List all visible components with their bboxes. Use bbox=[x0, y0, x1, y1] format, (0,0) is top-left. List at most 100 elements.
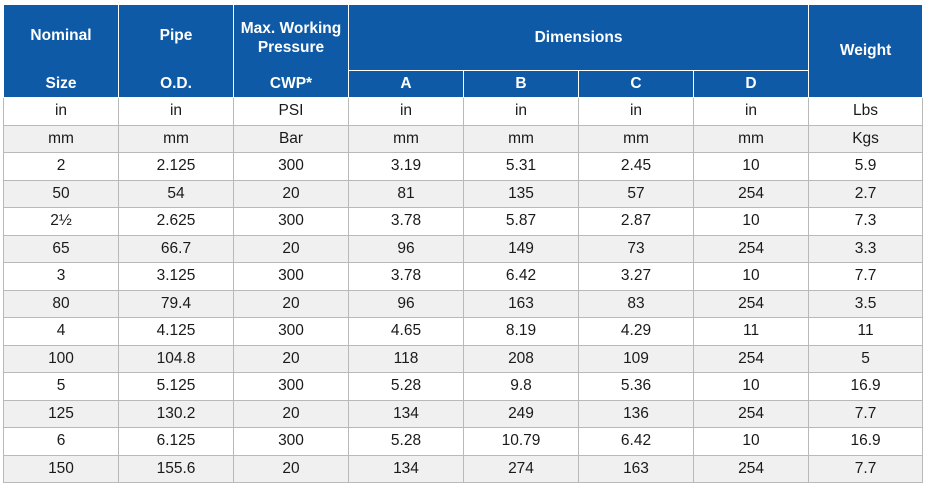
weight-cell: 7.7 bbox=[808, 454, 924, 483]
dimension-b-cell: 10.79 bbox=[463, 427, 579, 456]
pressure-cell: 300 bbox=[233, 207, 349, 236]
table-row: 2 2.125 300 3.19 5.31 2.45 10 5.9 bbox=[3, 152, 924, 181]
dimension-c-cell: 6.42 bbox=[578, 427, 694, 456]
dimension-d-cell: 254 bbox=[692, 454, 810, 483]
nominal-size-cell: 6 bbox=[3, 427, 119, 456]
weight-cell: 16.9 bbox=[808, 372, 924, 401]
pipe-od-header: Pipe O.D. bbox=[118, 4, 234, 98]
dimension-b-cell: 5.87 bbox=[463, 207, 579, 236]
dimension-a-cell: 3.78 bbox=[348, 207, 464, 236]
pipe-od-cell: 79.4 bbox=[118, 289, 234, 318]
dimension-c-cell: mm bbox=[578, 124, 694, 153]
pressure-cell: 300 bbox=[233, 427, 349, 456]
dimension-c-cell: 73 bbox=[578, 234, 694, 263]
dimension-a-header: A bbox=[348, 70, 464, 98]
weight-cell: Lbs bbox=[808, 97, 924, 126]
dimension-a-cell: 134 bbox=[348, 399, 464, 428]
dimension-a-cell: 3.78 bbox=[348, 262, 464, 291]
table-row: 6 6.125 300 5.28 10.79 6.42 10 16.9 bbox=[3, 427, 924, 456]
dimension-c-cell: 109 bbox=[578, 344, 694, 373]
table-row: 150 155.6 20 134 274 163 254 7.7 bbox=[3, 454, 924, 483]
pressure-header: Max. Working Pressure CWP* bbox=[233, 4, 349, 98]
dimension-b-cell: mm bbox=[463, 124, 579, 153]
dimension-b-cell: 135 bbox=[463, 179, 579, 208]
table-body: in in PSI in in in in Lbs mm mm Bar mm mm mm mm Kgs 2 2.1… bbox=[3, 97, 924, 483]
table-row: 5 5.125 300 5.28 9.8 5.36 10 16.9 bbox=[3, 372, 924, 401]
dimension-c-cell: in bbox=[578, 97, 694, 126]
pressure-header-line-2: Pressure bbox=[257, 39, 325, 56]
dimension-d-cell: 254 bbox=[692, 179, 810, 208]
pipe-od-header-top: Pipe bbox=[159, 27, 193, 44]
table-row: 2½ 2.625 300 3.78 5.87 2.87 10 7.3 bbox=[3, 207, 924, 236]
dimension-b-cell: in bbox=[463, 97, 579, 126]
table-row: 50 54 20 81 135 57 254 2.7 bbox=[3, 179, 924, 208]
dimension-d-cell: 254 bbox=[692, 344, 810, 373]
dimension-d-cell: 10 bbox=[692, 372, 810, 401]
pressure-cell: 20 bbox=[233, 344, 349, 373]
dimension-c-cell: 136 bbox=[578, 399, 694, 428]
nominal-size-cell: in bbox=[3, 97, 119, 126]
nominal-size-cell: 3 bbox=[3, 262, 119, 291]
dimension-c-cell: 2.45 bbox=[578, 152, 694, 181]
dimension-b-cell: 163 bbox=[463, 289, 579, 318]
pipe-od-cell: in bbox=[118, 97, 234, 126]
pipe-od-cell: 4.125 bbox=[118, 317, 234, 346]
pipe-od-cell: 3.125 bbox=[118, 262, 234, 291]
table-row: 125 130.2 20 134 249 136 254 7.7 bbox=[3, 399, 924, 428]
weight-cell: 2.7 bbox=[808, 179, 924, 208]
pressure-cell: 20 bbox=[233, 454, 349, 483]
pressure-cell: 20 bbox=[233, 399, 349, 428]
dimension-a-cell: 96 bbox=[348, 234, 464, 263]
dimension-b-cell: 149 bbox=[463, 234, 579, 263]
weight-cell: 3.3 bbox=[808, 234, 924, 263]
pipe-od-cell: 155.6 bbox=[118, 454, 234, 483]
nominal-size-header-bottom: Size bbox=[45, 75, 77, 92]
dimension-c-cell: 5.36 bbox=[578, 372, 694, 401]
dimension-b-cell: 274 bbox=[463, 454, 579, 483]
pressure-cell: PSI bbox=[233, 97, 349, 126]
nominal-size-cell: 150 bbox=[3, 454, 119, 483]
weight-cell: 11 bbox=[808, 317, 924, 346]
weight-cell: 16.9 bbox=[808, 427, 924, 456]
pressure-cell: 20 bbox=[233, 289, 349, 318]
dimension-b-cell: 208 bbox=[463, 344, 579, 373]
table-row: mm mm Bar mm mm mm mm Kgs bbox=[3, 124, 924, 153]
dimension-d-cell: 10 bbox=[692, 427, 810, 456]
pipe-od-cell: 2.625 bbox=[118, 207, 234, 236]
nominal-size-header: Nominal Size bbox=[3, 4, 119, 98]
pipe-od-cell: 104.8 bbox=[118, 344, 234, 373]
weight-cell: 3.5 bbox=[808, 289, 924, 318]
pipe-od-cell: 66.7 bbox=[118, 234, 234, 263]
pipe-od-cell: 130.2 bbox=[118, 399, 234, 428]
dimensions-header: Dimensions bbox=[347, 4, 810, 71]
dimension-b-cell: 249 bbox=[463, 399, 579, 428]
table-row: 80 79.4 20 96 163 83 254 3.5 bbox=[3, 289, 924, 318]
weight-cell: 7.7 bbox=[808, 399, 924, 428]
dimension-c-cell: 163 bbox=[578, 454, 694, 483]
dimension-a-cell: 5.28 bbox=[348, 427, 464, 456]
weight-header: Weight bbox=[808, 4, 924, 98]
pressure-cell: Bar bbox=[233, 124, 349, 153]
table-row: 100 104.8 20 118 208 109 254 5 bbox=[3, 344, 924, 373]
nominal-size-cell: 80 bbox=[3, 289, 119, 318]
dimension-b-cell: 6.42 bbox=[463, 262, 579, 291]
nominal-size-cell: 100 bbox=[3, 344, 119, 373]
dimension-b-cell: 9.8 bbox=[463, 372, 579, 401]
dimension-d-cell: in bbox=[692, 97, 810, 126]
dimension-a-cell: 3.19 bbox=[348, 152, 464, 181]
dimension-c-cell: 83 bbox=[578, 289, 694, 318]
dimension-b-header: B bbox=[463, 70, 579, 98]
dimension-d-cell: 10 bbox=[692, 152, 810, 181]
dimension-a-cell: 81 bbox=[348, 179, 464, 208]
dimension-d-cell: 254 bbox=[692, 289, 810, 318]
weight-cell: 7.7 bbox=[808, 262, 924, 291]
weight-cell: Kgs bbox=[808, 124, 924, 153]
nominal-size-cell: 125 bbox=[3, 399, 119, 428]
weight-cell: 5.9 bbox=[808, 152, 924, 181]
pressure-cell: 20 bbox=[233, 179, 349, 208]
dimension-a-cell: mm bbox=[348, 124, 464, 153]
dimension-a-cell: 118 bbox=[348, 344, 464, 373]
nominal-size-header-top: Nominal bbox=[30, 27, 92, 44]
dimension-b-cell: 5.31 bbox=[463, 152, 579, 181]
nominal-size-cell: 5 bbox=[3, 372, 119, 401]
